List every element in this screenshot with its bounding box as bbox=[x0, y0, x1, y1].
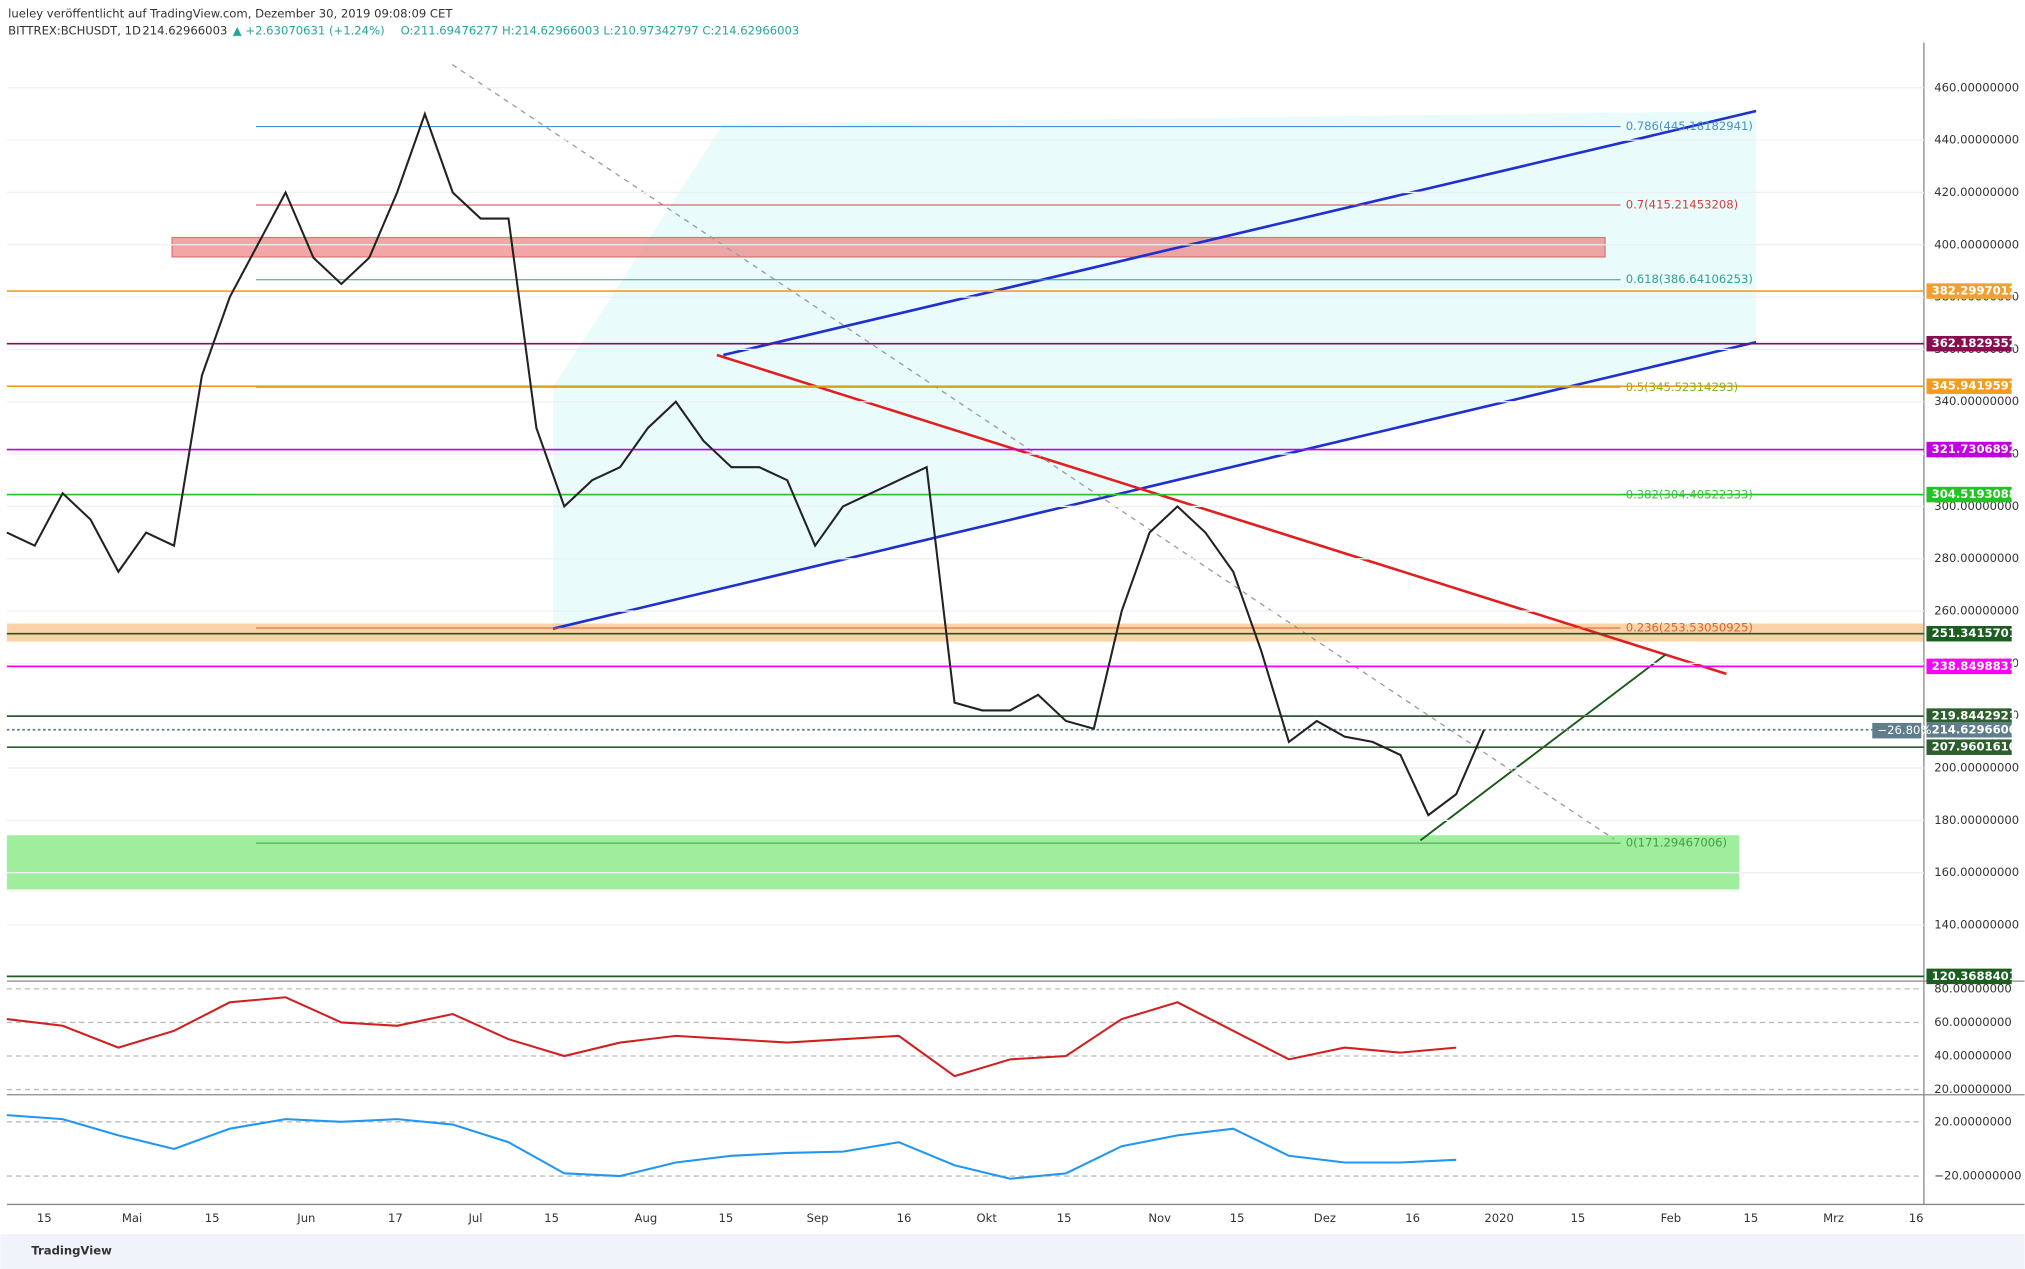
x-tick-label: 15 bbox=[1744, 1211, 1759, 1225]
y-tick-label: 260.00000000 bbox=[1934, 604, 2019, 618]
level-badge bbox=[1926, 486, 2012, 503]
fib-label: 0.236(253.53050925) bbox=[1626, 620, 1753, 634]
level-badge bbox=[1926, 968, 2012, 985]
level-label: 321.73068929 bbox=[1932, 442, 2025, 456]
x-tick-label: Sep bbox=[807, 1211, 829, 1225]
change: ▲ +2.63070631 (+1.24%) bbox=[233, 23, 385, 37]
fib-label: 0.5(345.52314293) bbox=[1626, 380, 1738, 394]
level-label: 207.96016103 bbox=[1932, 740, 2025, 754]
header-bg bbox=[0, 0, 2025, 43]
level-label: 382.29970122 bbox=[1932, 284, 2025, 298]
level-label: 251.34157013 bbox=[1932, 626, 2025, 640]
level-badge bbox=[1926, 283, 2012, 299]
x-tick-label: 16 bbox=[897, 1211, 912, 1225]
y-tick-label: 340.00000000 bbox=[1934, 394, 2019, 408]
y-tick-label: 280.00000000 bbox=[1934, 551, 2019, 565]
y-tick-label: 200.00000000 bbox=[1934, 761, 2019, 775]
channel-lower bbox=[552, 340, 1757, 630]
level-badge bbox=[1926, 722, 2012, 738]
last-price: 214.62966003 bbox=[142, 23, 227, 37]
level-badge bbox=[1926, 441, 2012, 458]
level-label: 345.94195974 bbox=[1932, 379, 2025, 393]
level-badge bbox=[1926, 658, 2012, 675]
publisher: lueley veröffentlicht auf TradingView.co… bbox=[8, 7, 453, 21]
x-tick-label: 15 bbox=[719, 1211, 734, 1225]
x-tick-label: 16 bbox=[1405, 1211, 1420, 1225]
x-tick-label: 15 bbox=[1230, 1211, 1245, 1225]
x-tick-label: Jun bbox=[296, 1211, 315, 1225]
y-tick-label: 40.00000000 bbox=[1934, 1048, 2012, 1062]
channel-upper bbox=[723, 109, 1757, 357]
x-tick-label: 15 bbox=[1571, 1211, 1586, 1225]
fib-label: 0.382(304.40522333) bbox=[1626, 487, 1753, 501]
y-tick-label: −20.00000000 bbox=[1934, 1169, 2021, 1183]
x-tick-label: 15 bbox=[544, 1211, 559, 1225]
demand-zone bbox=[6, 835, 1740, 890]
x-tick-label: Feb bbox=[1661, 1211, 1682, 1225]
y-tick-label: 140.00000000 bbox=[1934, 918, 2019, 932]
x-tick-label: 15 bbox=[205, 1211, 220, 1225]
level-label: 362.18293524 bbox=[1932, 336, 2025, 350]
level-badge bbox=[1926, 625, 2012, 642]
y-tick-label: 420.00000000 bbox=[1934, 185, 2019, 199]
level-label: 304.51930882 bbox=[1932, 487, 2025, 501]
footer-bg bbox=[0, 1234, 2025, 1269]
x-tick-label: 16 bbox=[1909, 1211, 1924, 1225]
y-tick-label: 460.00000000 bbox=[1934, 80, 2019, 94]
y-tick-label: 400.00000000 bbox=[1934, 237, 2019, 251]
y-tick-label: 20.00000000 bbox=[1934, 1114, 2012, 1128]
level-label: 238.84988315 bbox=[1932, 659, 2025, 673]
level-badge bbox=[1926, 335, 2012, 352]
x-tick-label: 17 bbox=[388, 1211, 403, 1225]
level-label: 214.62966003 bbox=[1932, 722, 2025, 736]
x-tick-label: 15 bbox=[37, 1211, 52, 1225]
x-tick-label: Nov bbox=[1148, 1211, 1171, 1225]
change-badge bbox=[1872, 722, 1922, 739]
y-tick-label: 60.00000000 bbox=[1934, 1015, 2012, 1029]
macd-line bbox=[6, 1114, 1457, 1180]
x-tick-label: Jul bbox=[467, 1211, 482, 1225]
symbol: BITTREX:BCHUSDT, 1D bbox=[8, 23, 141, 37]
change-badge-text: −26.80% bbox=[1877, 723, 1931, 737]
marks: 140.00000000 160.00000000 180.00000000 200.… bbox=[6, 80, 2025, 1225]
price-line bbox=[6, 110, 1486, 817]
level-label: 219.84429212 bbox=[1932, 709, 2025, 723]
rsi-line bbox=[6, 996, 1457, 1078]
y-tick-label: 300.00000000 bbox=[1934, 499, 2019, 513]
fib-label: 0.7(415.21453208) bbox=[1626, 197, 1738, 211]
y-tick-label: 20.00000000 bbox=[1934, 1082, 2012, 1096]
y-tick-label: 440.00000000 bbox=[1934, 133, 2019, 147]
fib-label: 0(171.29467006) bbox=[1626, 836, 1727, 850]
footer-logo[interactable]: TradingView bbox=[31, 1243, 112, 1257]
x-tick-label: Aug bbox=[635, 1211, 658, 1225]
level-badge bbox=[1926, 378, 2012, 394]
y-tick-label: 160.00000000 bbox=[1934, 865, 2019, 879]
resistance-zone bbox=[171, 236, 1606, 258]
y-tick-label: 180.00000000 bbox=[1934, 813, 2019, 827]
x-tick-label: Mai bbox=[122, 1211, 142, 1225]
y-tick-label: 80.00000000 bbox=[1934, 981, 2012, 995]
x-tick-label: Okt bbox=[976, 1211, 997, 1225]
x-tick-label: Mrz bbox=[1823, 1211, 1844, 1225]
level-label: 120.36884016 bbox=[1932, 969, 2025, 983]
fib-label: 0.618(386.64106253) bbox=[1626, 272, 1753, 286]
fib-label: 0.786(445.18182941) bbox=[1626, 119, 1753, 133]
x-tick-label: Dez bbox=[1314, 1211, 1336, 1225]
x-tick-label: 15 bbox=[1057, 1211, 1072, 1225]
ohlc: O:211.69476277 H:214.62966003 L:210.9734… bbox=[401, 23, 800, 37]
downtrend bbox=[716, 353, 1727, 676]
level-badge bbox=[1926, 739, 2012, 755]
level-badge bbox=[1926, 708, 2012, 724]
x-tick-label: 2020 bbox=[1484, 1211, 1514, 1225]
